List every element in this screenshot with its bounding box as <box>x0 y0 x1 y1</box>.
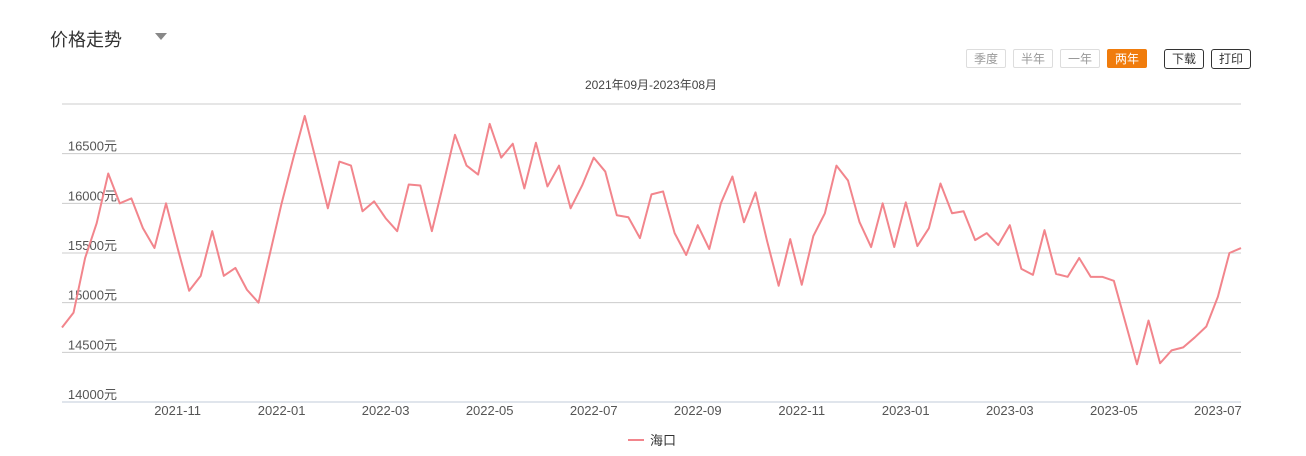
x-tick-label: 2022-03 <box>362 403 410 418</box>
x-tick-label: 2022-11 <box>778 403 825 418</box>
x-tick-label: 2023-07 <box>1194 403 1242 418</box>
x-tick-label: 2023-01 <box>882 403 930 418</box>
print-button[interactable]: 打印 <box>1211 49 1251 69</box>
chart-subtitle: 2021年09月-2023年08月 <box>585 78 717 92</box>
download-button[interactable]: 下载 <box>1164 49 1204 69</box>
series-line-haikou[interactable] <box>61 114 1242 366</box>
x-tick-label: 2023-05 <box>1090 403 1138 418</box>
y-tick-label: 15500元 <box>68 238 117 253</box>
range-quarter-button[interactable]: 季度 <box>966 49 1006 68</box>
y-tick-label: 15000元 <box>68 288 117 303</box>
chevron-down-icon[interactable] <box>155 33 167 40</box>
range-two-year-button[interactable]: 两年 <box>1107 49 1147 68</box>
x-tick-label: 2021-11 <box>154 403 201 418</box>
page-title: 价格走势 <box>50 30 122 50</box>
legend-label[interactable]: 海口 <box>650 433 676 448</box>
x-tick-label: 2022-07 <box>570 403 618 418</box>
y-tick-label: 16000元 <box>68 188 117 203</box>
range-one-year-button[interactable]: 一年 <box>1060 49 1100 68</box>
y-tick-label: 14500元 <box>68 337 117 352</box>
x-tick-label: 2023-03 <box>986 403 1034 418</box>
y-tick-label: 16500元 <box>68 139 117 154</box>
x-tick-label: 2022-05 <box>466 403 514 418</box>
x-tick-label: 2022-09 <box>674 403 722 418</box>
y-tick-label: 14000元 <box>68 387 117 402</box>
range-half-year-button[interactable]: 半年 <box>1013 49 1053 68</box>
x-tick-label: 2022-01 <box>258 403 306 418</box>
